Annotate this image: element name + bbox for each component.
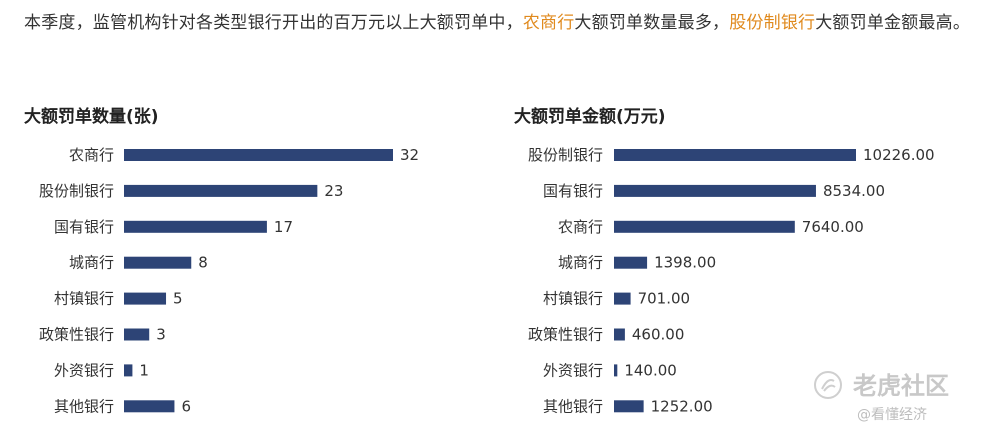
intro-highlight-joint-stock-banks: 股份制银行 [729, 13, 816, 33]
category-label: 国有银行 [54, 218, 114, 236]
bar [614, 292, 631, 305]
bar [614, 256, 648, 269]
value-label: 17 [274, 218, 293, 236]
chart-count: 农商行 32 股份制银行 23 国有银行 17 城商行 8 村镇银行 5 政策性银行 3 外资银行 1 其他… [39, 146, 419, 415]
category-label: 外资银行 [543, 361, 603, 379]
category-label: 城商行 [558, 254, 603, 272]
bar [614, 400, 644, 413]
chart-amount: 股份制银行 10226.00 国有银行 8534.00 农商行 7640.00 城商行 139… [528, 146, 935, 415]
category-label: 其他银行 [543, 397, 603, 415]
value-label: 8 [198, 254, 208, 272]
category-label: 村镇银行 [54, 290, 114, 308]
value-label: 32 [400, 146, 419, 164]
value-label: 460.00 [632, 326, 685, 344]
value-label: 23 [324, 182, 343, 200]
category-label: 国有银行 [543, 182, 603, 200]
category-label: 农商行 [69, 146, 114, 164]
bar [614, 328, 625, 341]
category-label: 农商行 [558, 218, 603, 236]
value-label: 140.00 [624, 361, 677, 379]
category-label: 其他银行 [54, 397, 114, 415]
watermark-main-text: 老虎社区 [853, 372, 949, 400]
bar [614, 149, 856, 161]
bar [124, 256, 192, 269]
value-label: 1 [139, 361, 149, 379]
value-label: 5 [173, 290, 183, 308]
value-label: 1398.00 [654, 254, 716, 272]
chart-title-amount: 大额罚单金额(万元) [514, 107, 666, 127]
bar [124, 328, 150, 341]
watermark: 老虎社区 @看懂经济 [813, 364, 973, 428]
value-label: 6 [181, 397, 191, 415]
intro-text-1: 本季度，监管机构针对各类型银行开出的百万元以上大额罚单中， [24, 13, 523, 33]
value-label: 1252.00 [651, 397, 713, 415]
intro-paragraph: 本季度，监管机构针对各类型银行开出的百万元以上大额罚单中，农商行大额罚单数量最多… [24, 6, 974, 40]
value-label: 7640.00 [802, 218, 864, 236]
intro-text-2: 大额罚单数量最多， [574, 13, 730, 33]
tiger-logo-icon [814, 371, 842, 399]
intro-highlight-rural-banks: 农商行 [522, 13, 575, 33]
bar [124, 149, 393, 161]
intro-text-3: 大额罚单金额最高。 [815, 13, 971, 33]
category-label: 股份制银行 [528, 146, 603, 164]
value-label: 8534.00 [823, 182, 885, 200]
category-label: 村镇银行 [543, 290, 603, 308]
chart-title-count: 大额罚单数量(张) [24, 107, 159, 127]
bar [124, 184, 318, 197]
bar [124, 220, 267, 233]
bar [614, 184, 816, 197]
category-label: 政策性银行 [39, 326, 114, 344]
value-label: 3 [156, 326, 166, 344]
bar [614, 220, 795, 233]
watermark-sub-text: @看懂经济 [857, 407, 927, 423]
category-label: 外资银行 [54, 361, 114, 379]
value-label: 701.00 [638, 290, 691, 308]
category-label: 政策性银行 [528, 326, 603, 344]
bar [614, 364, 618, 377]
bar [124, 292, 167, 305]
value-label: 10226.00 [863, 146, 935, 164]
bar [124, 364, 133, 377]
category-label: 股份制银行 [39, 182, 114, 200]
category-label: 城商行 [69, 254, 114, 272]
bar [124, 400, 175, 413]
